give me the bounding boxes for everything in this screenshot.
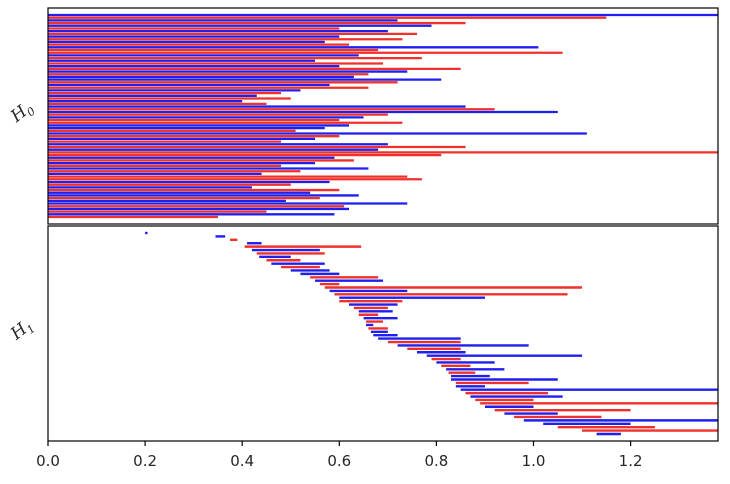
x-tick-label-2: 0.4 bbox=[230, 452, 254, 470]
x-axis-ticks: 0.0 0.2 0.4 0.6 0.8 1.0 1.2 bbox=[36, 441, 643, 470]
x-tick-label-1: 0.2 bbox=[133, 452, 157, 470]
y-label-h1: H1 bbox=[6, 315, 38, 346]
x-tick-label-4: 0.8 bbox=[424, 452, 448, 470]
x-tick-label-3: 0.6 bbox=[327, 452, 351, 470]
y-axis-labels: H0 H1 bbox=[6, 97, 38, 346]
y-label-h0: H0 bbox=[6, 97, 38, 128]
panel-frame-h1 bbox=[47, 225, 719, 442]
x-tick-label-0: 0.0 bbox=[36, 452, 60, 470]
x-tick-label-5: 1.0 bbox=[522, 452, 546, 470]
panel-frame-h0 bbox=[47, 7, 719, 225]
h0-panel-bars bbox=[48, 13, 718, 219]
panel-frames bbox=[47, 7, 719, 442]
h1-panel-bars bbox=[145, 231, 718, 436]
x-tick-label-6: 1.2 bbox=[619, 452, 643, 470]
